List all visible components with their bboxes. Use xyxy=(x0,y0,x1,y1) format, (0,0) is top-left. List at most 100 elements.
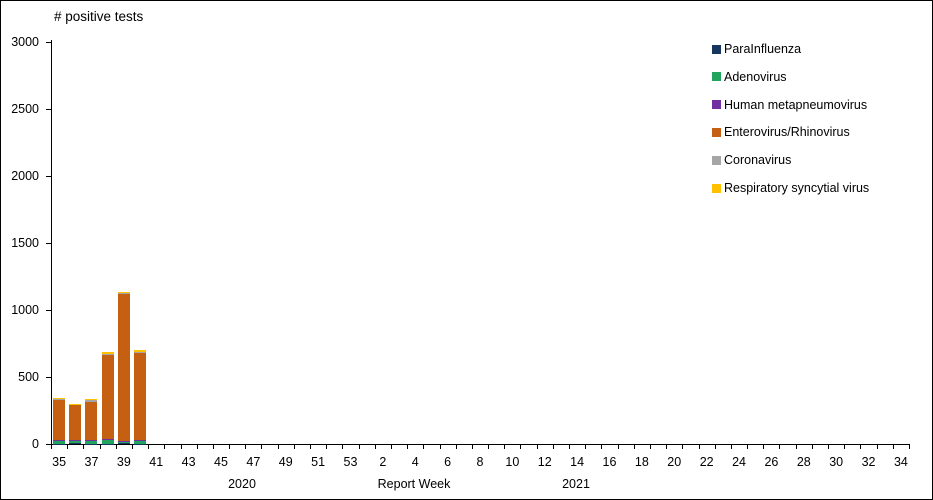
x-axis-tick xyxy=(649,445,651,449)
x-axis-title: Report Week xyxy=(377,477,451,491)
x-axis-tick xyxy=(277,445,279,449)
legend-swatch-enterovirus-rhinovirus xyxy=(712,127,721,137)
legend-label-human-metapneumovirus: Human metapneumovirus xyxy=(724,97,868,112)
x-axis-tick xyxy=(342,445,344,449)
x-axis-tick xyxy=(585,445,587,449)
x-axis-week-label: 37 xyxy=(84,455,99,469)
x-axis-tick xyxy=(747,445,749,449)
x-axis-tick xyxy=(909,445,910,449)
bar-segment-human-metapneumovirus xyxy=(101,439,114,440)
bar-segment-adenovirus xyxy=(85,440,98,444)
x-axis-week-label: 14 xyxy=(570,455,585,469)
x-axis-tick xyxy=(828,445,830,449)
x-axis-tick xyxy=(407,445,409,449)
x-axis-tick xyxy=(876,445,878,449)
bar-segment-respiratory-syncytial-virus xyxy=(101,352,114,354)
x-axis-tick xyxy=(229,445,231,449)
x-axis-tick xyxy=(245,445,247,449)
x-axis-week-label: 43 xyxy=(181,455,196,469)
bar-segment-respiratory-syncytial-virus xyxy=(134,350,147,352)
bar-segment-adenovirus xyxy=(69,440,82,444)
x-axis-tick xyxy=(714,445,716,449)
x-axis-tick xyxy=(779,445,781,449)
x-axis-tick xyxy=(310,445,312,449)
x-axis-week-label: 10 xyxy=(505,455,520,469)
x-axis-tick xyxy=(471,445,473,449)
x-axis-tick xyxy=(67,445,69,449)
x-axis-week-label: 2 xyxy=(379,455,387,469)
bar-segment-coronavirus xyxy=(134,351,147,353)
legend-swatch-adenovirus xyxy=(712,72,721,82)
x-axis-week-label: 30 xyxy=(829,455,844,469)
x-axis-tick xyxy=(552,445,554,449)
bar-segment-human-metapneumovirus xyxy=(85,439,98,441)
x-axis-tick xyxy=(569,445,571,449)
x-axis-tick xyxy=(293,445,295,449)
x-axis-tick xyxy=(358,445,360,449)
x-axis-week-label: 53 xyxy=(343,455,358,469)
x-axis-tick xyxy=(390,445,392,449)
y-axis-label: 500 xyxy=(18,369,39,384)
bar-segment-enterovirus-rhinovirus xyxy=(85,401,98,440)
x-axis-week-label: 8 xyxy=(476,455,484,469)
x-axis-week-label: 49 xyxy=(278,455,293,469)
x-axis-tick xyxy=(795,445,797,449)
x-axis-tick xyxy=(423,445,425,449)
y-axis-label: 2500 xyxy=(11,101,39,116)
x-axis-week-label: 32 xyxy=(861,455,876,469)
bar-segment-enterovirus-rhinovirus xyxy=(53,400,66,440)
x-axis-week-label: 41 xyxy=(149,455,164,469)
bar-segment-adenovirus xyxy=(53,440,66,444)
bar-segment-coronavirus xyxy=(85,400,98,402)
x-axis-week-label: 12 xyxy=(537,455,552,469)
x-axis-week-label: 51 xyxy=(311,455,326,469)
bar-segment-parainfluenza xyxy=(117,443,130,444)
bar-segment-adenovirus xyxy=(117,442,130,444)
x-axis-week-label: 45 xyxy=(214,455,228,469)
bar-segment-enterovirus-rhinovirus xyxy=(117,294,130,441)
x-axis-week-label: 4 xyxy=(411,455,419,469)
x-axis-tick xyxy=(374,445,376,449)
x-axis-week-label: 6 xyxy=(444,455,452,469)
x-axis-week-label: 24 xyxy=(732,455,746,469)
bar-segment-adenovirus xyxy=(134,440,147,444)
x-axis-week-label: 18 xyxy=(634,455,649,469)
legend-label-respiratory-syncytial-virus: Respiratory syncytial virus xyxy=(724,181,870,195)
legend-label-adenovirus: Adenovirus xyxy=(724,69,787,84)
x-axis-tick xyxy=(212,445,214,449)
legend-label-parainfluenza: ParaInfluenza xyxy=(724,42,802,56)
y-axis-label: 1500 xyxy=(11,235,39,250)
x-axis-tick xyxy=(439,445,441,449)
y-axis-line xyxy=(51,40,52,444)
x-axis-tick xyxy=(488,445,490,449)
x-axis-tick xyxy=(892,445,894,449)
y-axis-tick xyxy=(46,377,51,378)
x-axis-year-label-2021: 2021 xyxy=(562,477,590,491)
x-axis-tick xyxy=(196,445,198,449)
x-axis-tick xyxy=(99,445,101,449)
x-axis-tick xyxy=(83,445,85,449)
bar-segment-enterovirus-rhinovirus xyxy=(69,405,82,441)
x-axis-tick xyxy=(51,445,52,449)
y-axis-label: 2000 xyxy=(11,168,39,183)
y-axis-tick xyxy=(46,444,51,445)
bar-segment-adenovirus xyxy=(101,439,114,444)
y-axis-tick xyxy=(46,109,51,110)
y-axis-label: 1000 xyxy=(11,302,39,317)
x-axis-tick xyxy=(617,445,619,449)
x-axis-tick xyxy=(633,445,635,449)
x-axis-tick xyxy=(115,445,117,449)
bar-segment-coronavirus xyxy=(101,353,114,355)
x-axis-tick xyxy=(763,445,765,449)
bar-segment-coronavirus xyxy=(69,404,82,406)
bar-segment-coronavirus xyxy=(117,293,130,295)
x-axis-tick xyxy=(601,445,603,449)
legend-swatch-coronavirus xyxy=(712,155,721,165)
x-axis-tick xyxy=(730,445,732,449)
x-axis-line xyxy=(51,444,910,445)
y-axis-label: 3000 xyxy=(11,34,39,49)
legend-swatch-human-metapneumovirus xyxy=(712,100,721,110)
bar-segment-respiratory-syncytial-virus xyxy=(117,291,130,294)
x-axis-tick xyxy=(261,445,263,449)
